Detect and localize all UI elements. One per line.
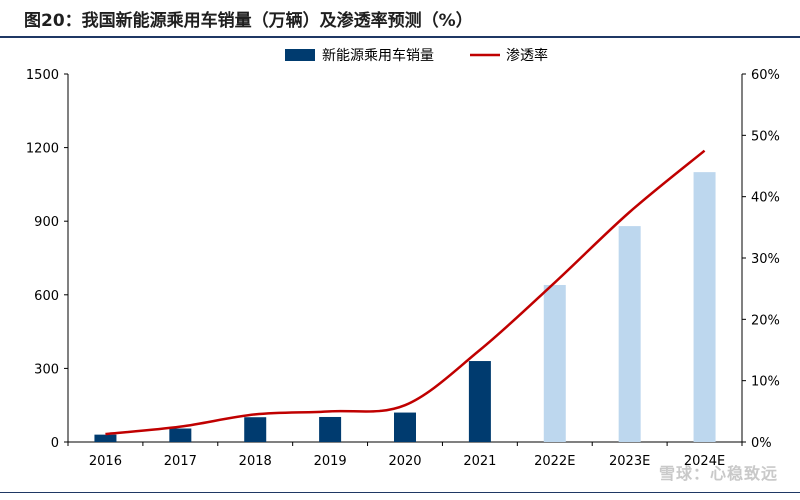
x-tick-label: 2022E bbox=[534, 454, 575, 469]
line-series bbox=[105, 149, 706, 436]
bar-2023E bbox=[618, 226, 641, 442]
y-left-tick-label: 1500 bbox=[26, 68, 59, 83]
x-tick-label: 2016 bbox=[89, 454, 122, 469]
penetration-rate-line bbox=[105, 149, 706, 436]
legend-line-label: 渗透率 bbox=[506, 47, 548, 64]
x-tick-label: 2021 bbox=[463, 454, 496, 469]
legend-bar-swatch bbox=[285, 49, 315, 61]
title-divider bbox=[0, 36, 800, 38]
x-tick-label: 2019 bbox=[314, 454, 347, 469]
x-tick-label: 2017 bbox=[164, 454, 197, 469]
x-tick-label: 2020 bbox=[388, 454, 421, 469]
x-tick-label: 2024E bbox=[684, 454, 725, 469]
bar-2018 bbox=[244, 417, 267, 442]
legend: 新能源乘用车销量 渗透率 bbox=[285, 47, 548, 64]
x-tick-label: 2023E bbox=[609, 454, 650, 469]
bar-series bbox=[94, 172, 716, 442]
y-right-tick-label: 0% bbox=[751, 436, 772, 451]
bottom-divider bbox=[0, 492, 800, 493]
bar-2019 bbox=[319, 416, 342, 442]
y-left-tick-label: 600 bbox=[34, 289, 59, 304]
y-left-tick-label: 0 bbox=[51, 436, 59, 451]
y-right-tick-label: 50% bbox=[751, 129, 780, 144]
figure-title: 图20：我国新能源乘用车销量（万辆）及渗透率预测（%） bbox=[24, 11, 473, 31]
y-right-tick-label: 60% bbox=[751, 68, 780, 83]
y-right-tick-label: 10% bbox=[751, 375, 780, 390]
y-right-tick-label: 20% bbox=[751, 313, 780, 328]
bar-2022E bbox=[543, 284, 566, 442]
y-right-tick-label: 30% bbox=[751, 252, 780, 267]
y-left-tick-label: 300 bbox=[34, 362, 59, 377]
y-right-tick-label: 40% bbox=[751, 191, 780, 206]
bar-2020 bbox=[394, 412, 416, 442]
y-left-tick-label: 1200 bbox=[26, 142, 59, 157]
axes: 0 300 600 900 1200 1500 0% 10% 20% 30% 40% 50% 60% 20… bbox=[26, 68, 780, 469]
bar-2024E bbox=[693, 172, 716, 442]
x-tick-label: 2018 bbox=[239, 454, 272, 469]
bar-2021 bbox=[468, 361, 491, 442]
y-left-tick-label: 900 bbox=[34, 215, 59, 230]
bar-2016 bbox=[94, 434, 117, 442]
legend-bar-label: 新能源乘用车销量 bbox=[322, 47, 434, 64]
watermark: 雪球：心稳致远 bbox=[658, 464, 778, 483]
bar-2017 bbox=[169, 428, 192, 442]
